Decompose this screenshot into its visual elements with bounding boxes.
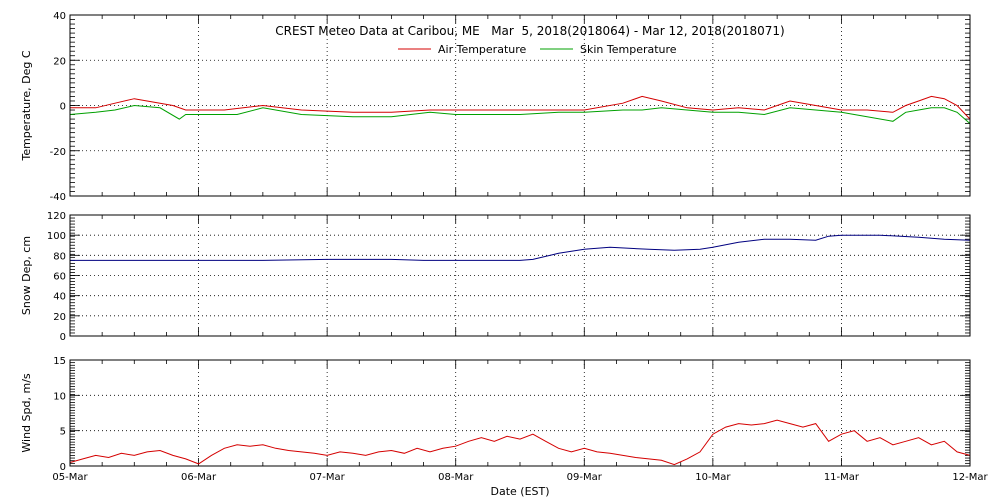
y-tick-label: 15 [53,356,66,367]
y-tick-label: 40 [53,292,66,303]
y-tick-label: 120 [47,211,66,222]
wind-speed-series-line [69,419,971,466]
y-axis-title: Snow Dep, cm [20,236,33,315]
wind-speed-panel: 0 5 10 15 Wind Spd, m/s [20,356,971,473]
x-tick-label: 11-Mar [824,472,860,483]
y-tick-label: 60 [53,272,66,283]
legend: Air Temperature Skin Temperature [398,43,677,56]
y-tick-label: 20 [53,56,66,67]
x-tick-label: 12-Mar [952,472,988,483]
y-tick-label: 0 [60,332,66,343]
x-tick-label: 05-Mar [52,472,88,483]
y-tick-label: 0 [60,462,66,473]
y-tick-label: 10 [53,391,66,402]
y-tick-label: -40 [50,192,66,203]
y-axis-title: Wind Spd, m/s [20,373,33,453]
skin-temperature-series-line [69,104,971,124]
legend-label: Skin Temperature [580,43,677,56]
y-tick-label: 0 [60,102,66,113]
snow-depth-series-line [70,234,971,261]
snow-depth-panel: 0 20 40 60 80 100 120 Snow Dep, cm [20,211,971,343]
y-axis-title: Temperature, Deg C [20,50,33,161]
chart-title: CREST Meteo Data at Caribou, ME Mar 5, 2… [275,24,785,38]
x-tick-label: 10-Mar [695,472,731,483]
x-tick-label: 08-Mar [438,472,474,483]
y-tick-label: 5 [60,427,66,438]
y-tick-label: 20 [53,312,66,323]
y-tick-label: 100 [47,231,66,242]
temperature-panel: -40 -20 0 20 40 Temperature, Deg C [20,11,971,203]
plot-frame [69,359,971,467]
x-tick-label: 06-Mar [181,472,217,483]
x-axis-title: Date (EST) [490,485,549,498]
x-tick-label: 07-Mar [310,472,346,483]
air-temperature-series-line [70,95,971,120]
y-tick-label: 80 [53,251,66,262]
x-axis-tick-labels: 05-Mar 06-Mar 07-Mar 08-Mar 09-Mar 10-Mar 11-M… [52,472,988,483]
plot-frame [69,214,971,337]
y-tick-label: -20 [50,147,66,158]
x-tick-label: 09-Mar [567,472,603,483]
y-tick-label: 40 [53,11,66,22]
plot-frame [69,14,971,197]
legend-label: Air Temperature [438,43,527,56]
